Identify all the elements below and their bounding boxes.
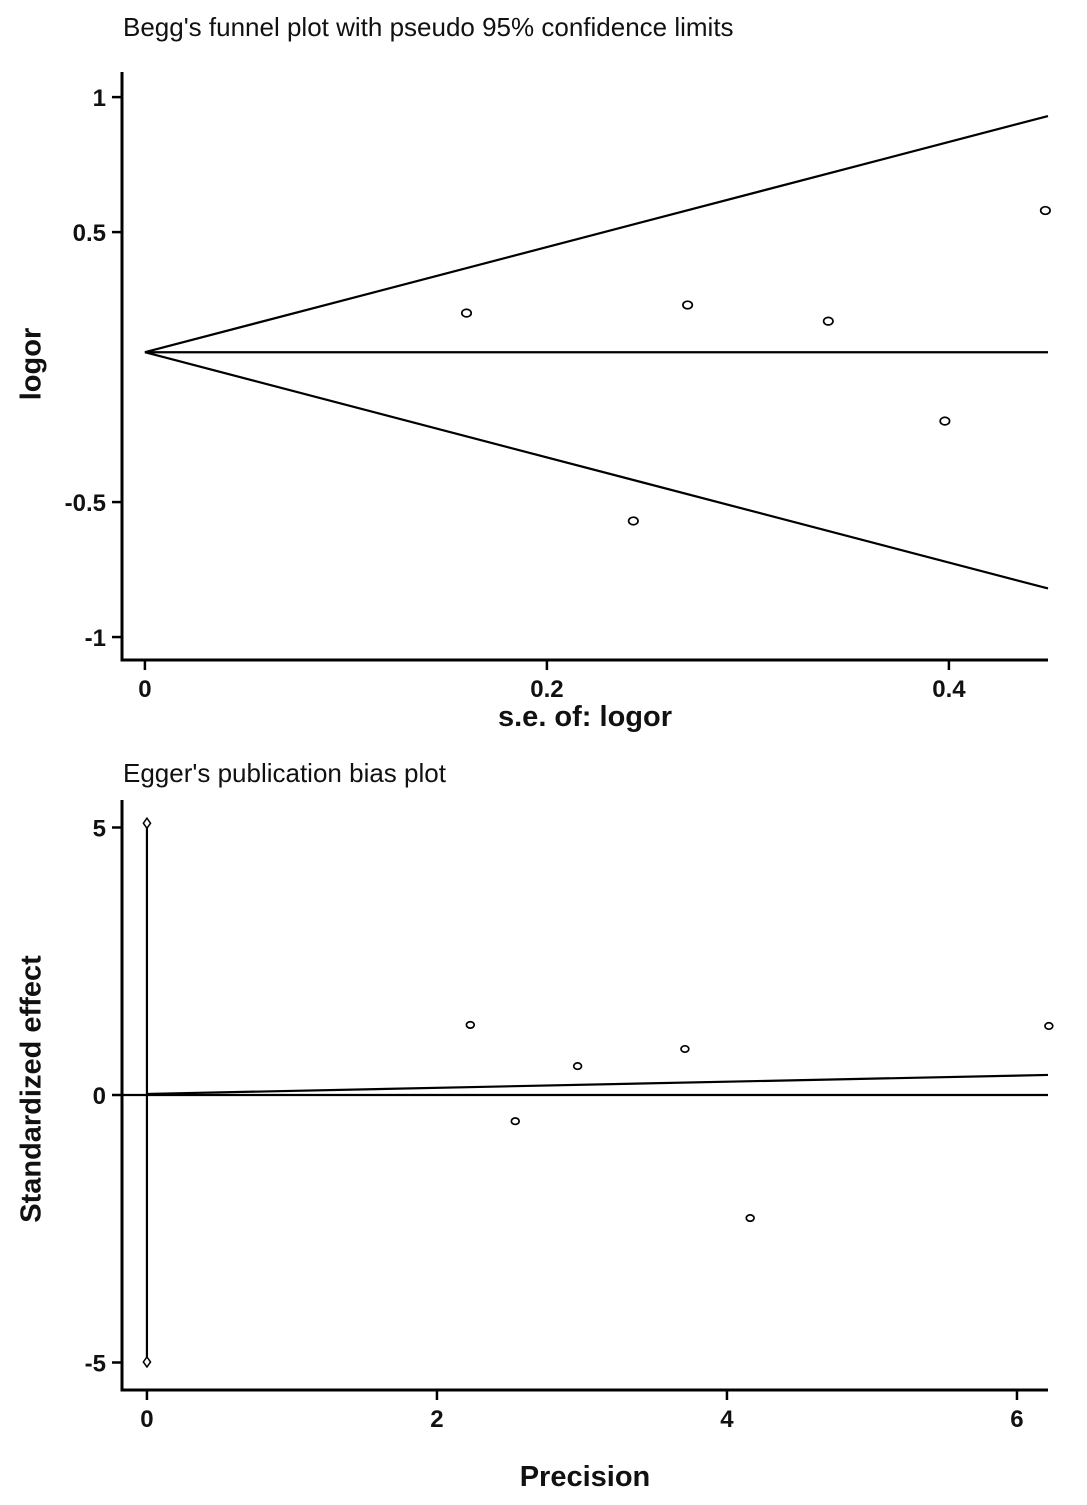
data-point bbox=[572, 1062, 583, 1071]
egger-x-axis-label: Precision bbox=[519, 1461, 651, 1493]
axes bbox=[120, 72, 1048, 662]
egger-bias-plot: 5 0 -5 0 2 4 6 bbox=[85, 800, 1054, 1433]
y-tick-label: -1 bbox=[85, 625, 106, 652]
data-point bbox=[627, 516, 639, 526]
diamond-marker bbox=[142, 816, 152, 830]
x-tick-label: 0 bbox=[140, 1406, 153, 1433]
x-tick-label: 0.2 bbox=[530, 676, 563, 703]
axes bbox=[120, 800, 1048, 1392]
data-point bbox=[1039, 205, 1051, 216]
data-point bbox=[682, 300, 694, 310]
upper-95ci-limit-line bbox=[144, 114, 1049, 354]
begg-y-axis-label: logor bbox=[15, 327, 48, 401]
data-point bbox=[1044, 1021, 1054, 1031]
x-tick-label: 0 bbox=[138, 676, 151, 703]
begg-funnel-plot: 1 0.5 -0.5 -1 0 0.2 0.4 bbox=[65, 72, 1051, 703]
y-tick-label: 1 bbox=[93, 85, 106, 112]
x-tick-label: 2 bbox=[430, 1406, 443, 1433]
data-point bbox=[465, 1020, 476, 1029]
diamond-marker bbox=[142, 1355, 152, 1369]
data-point bbox=[680, 1044, 690, 1054]
lower-95ci-limit-line bbox=[144, 351, 1049, 590]
data-point bbox=[822, 316, 834, 326]
data-point bbox=[939, 416, 951, 426]
egger-plot-title: Egger's publication bias plot bbox=[123, 758, 446, 788]
y-tick-label: 5 bbox=[93, 815, 106, 842]
egger-regression-line bbox=[146, 1073, 1049, 1096]
data-point bbox=[745, 1214, 755, 1223]
data-point bbox=[510, 1117, 521, 1126]
egger-y-axis-label: Standardized effect bbox=[15, 955, 48, 1223]
y-tick-label: 0 bbox=[93, 1083, 106, 1110]
y-tick-label: -5 bbox=[85, 1351, 106, 1378]
x-tick-label: 4 bbox=[720, 1406, 734, 1433]
y-tick-label: 0.5 bbox=[73, 220, 106, 247]
begg-plot-title: Begg's funnel plot with pseudo 95% confi… bbox=[123, 12, 734, 42]
x-tick-label: 6 bbox=[1010, 1406, 1023, 1433]
begg-x-axis-label: s.e. of: logor bbox=[498, 701, 672, 733]
y-tick-label: -0.5 bbox=[65, 490, 106, 517]
data-point bbox=[460, 308, 473, 318]
x-tick-label: 0.4 bbox=[932, 676, 966, 703]
